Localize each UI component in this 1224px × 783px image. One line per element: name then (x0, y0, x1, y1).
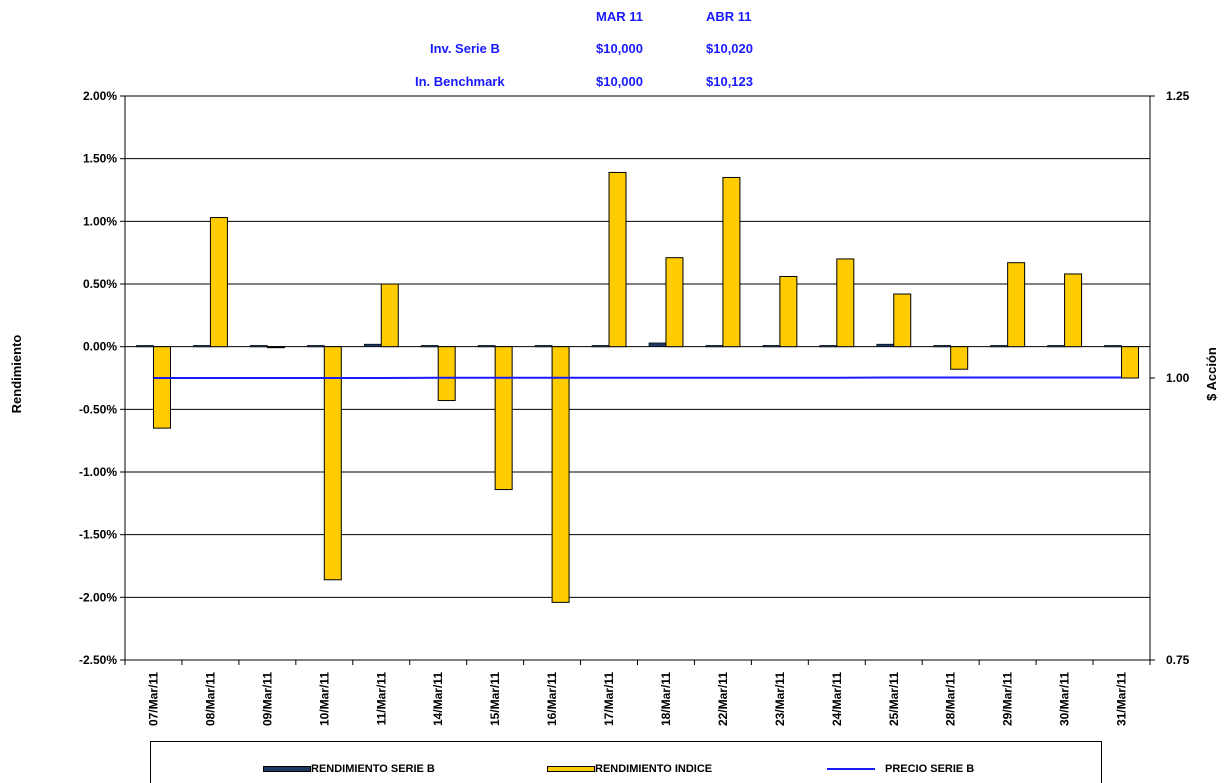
y2-tick-label: 1.00 (1166, 371, 1190, 385)
bar-indice (437, 346, 456, 402)
x-tick-label: 29/Mar/11 (1001, 672, 1015, 726)
bar-indice (209, 217, 228, 348)
x-tick-label: 15/Mar/11 (488, 672, 502, 726)
table-value-serie-b-abr: $10,020 (706, 41, 753, 56)
legend-label-serie-b: RENDIMIENTO SERIE B (311, 763, 435, 775)
y-axis-title: Rendimiento (9, 335, 24, 414)
bar-serie-b (876, 343, 895, 347)
bar-indice (779, 275, 798, 348)
y-tick-label: -2.50% (79, 653, 117, 667)
bar-indice (722, 176, 741, 348)
y2-tick-label: 1.25 (1166, 89, 1190, 103)
x-tick-label: 31/Mar/11 (1115, 672, 1129, 726)
bar-indice (380, 283, 399, 348)
bar-serie-b (250, 345, 268, 348)
x-tick-label: 07/Mar/11 (146, 672, 160, 726)
bar-serie-b (307, 345, 325, 348)
bar-serie-b (193, 345, 211, 348)
price-line (153, 376, 1122, 379)
bar-serie-b (477, 345, 496, 348)
bar-serie-b (591, 345, 610, 348)
y-tick-label: 1.00% (83, 214, 117, 228)
bar-serie-b (705, 345, 724, 348)
bar-serie-b (762, 345, 781, 348)
bar-indice (836, 258, 855, 348)
line-precio-serie-b (153, 376, 1122, 379)
legend-item-serie-b: RENDIMIENTO SERIE B (263, 762, 435, 776)
x-tick-label: 09/Mar/11 (260, 672, 274, 726)
bar-indice (494, 346, 513, 491)
bar-serie-b (990, 345, 1008, 348)
legend-label-precio: PRECIO SERIE B (885, 763, 975, 775)
y-tick-label: 0.50% (83, 277, 117, 291)
legend-swatch-serie-b (263, 766, 311, 772)
table-value-serie-b-mar: $10,000 (596, 41, 643, 56)
bar-indice (266, 346, 285, 349)
bar-serie-b (363, 343, 382, 347)
bar-serie-b (534, 345, 553, 348)
y-tick-label: -0.50% (79, 402, 117, 416)
bars (136, 171, 1140, 603)
bar-indice (608, 171, 627, 348)
x-tick-label: 14/Mar/11 (431, 672, 445, 726)
y2-tick-label: 0.75 (1166, 653, 1190, 667)
table-col-header-abr: ABR 11 (706, 9, 752, 24)
y-tick-label: 0.00% (83, 340, 117, 354)
y-tick-label: 1.50% (83, 152, 117, 166)
table-col-header-mar: MAR 11 (596, 9, 643, 24)
x-tick-label: 11/Mar/11 (374, 672, 388, 726)
legend-item-precio: PRECIO SERIE B (827, 762, 974, 776)
y-tick-label: -1.50% (79, 528, 117, 542)
bar-indice (152, 346, 171, 429)
legend-item-indice: RENDIMIENTO INDICE (547, 762, 712, 776)
x-tick-label: 18/Mar/11 (659, 672, 673, 726)
bar-indice (323, 346, 342, 581)
bar-serie-b (1104, 345, 1122, 348)
bar-indice (950, 346, 969, 370)
bar-indice (1007, 262, 1026, 348)
bar-indice (551, 346, 570, 603)
legend-swatch-precio (827, 768, 875, 770)
bar-serie-b (819, 345, 838, 348)
x-tick-label: 23/Mar/11 (773, 672, 787, 726)
y-tick-label: 2.00% (83, 89, 117, 103)
table-row-label-serie-b: Inv. Serie B (430, 41, 500, 56)
x-tick-label: 28/Mar/11 (944, 672, 958, 726)
bar-indice (1064, 273, 1083, 348)
x-tick-label: 08/Mar/11 (203, 672, 217, 726)
bar-indice (1121, 346, 1140, 379)
bar-serie-b (648, 342, 667, 347)
legend-swatch-indice (547, 766, 595, 772)
tick-labels: 2.00% 1.50% 1.00% 0.50% 0.00% -0.50% -1.00% -1.… (79, 89, 1190, 726)
bar-serie-b (1047, 345, 1065, 348)
legend-label-indice: RENDIMIENTO INDICE (595, 763, 713, 775)
bar-indice (665, 257, 684, 348)
y-tick-label: -1.00% (79, 465, 117, 479)
x-tick-label: 24/Mar/11 (830, 672, 844, 726)
axes (120, 95, 1155, 665)
bar-serie-b (136, 345, 154, 348)
bar-serie-b (933, 345, 951, 348)
bar-serie-b (420, 345, 439, 348)
x-tick-label: 10/Mar/11 (317, 672, 331, 726)
x-tick-label: 16/Mar/11 (545, 672, 559, 726)
legend: RENDIMIENTO SERIE B RENDIMIENTO INDICE P… (150, 741, 1102, 783)
table-value-benchmark-mar: $10,000 (596, 74, 643, 89)
x-tick-label: 22/Mar/11 (716, 672, 730, 726)
table-value-benchmark-abr: $10,123 (706, 74, 753, 89)
y2-axis-title: $ Acción (1204, 347, 1219, 401)
bar-indice (893, 293, 912, 348)
x-tick-label: 25/Mar/11 (887, 672, 901, 726)
y-tick-label: -2.00% (79, 590, 117, 604)
x-tick-label: 30/Mar/11 (1058, 672, 1072, 726)
x-tick-label: 17/Mar/11 (602, 672, 616, 726)
table-row-label-benchmark: In. Benchmark (415, 74, 505, 89)
